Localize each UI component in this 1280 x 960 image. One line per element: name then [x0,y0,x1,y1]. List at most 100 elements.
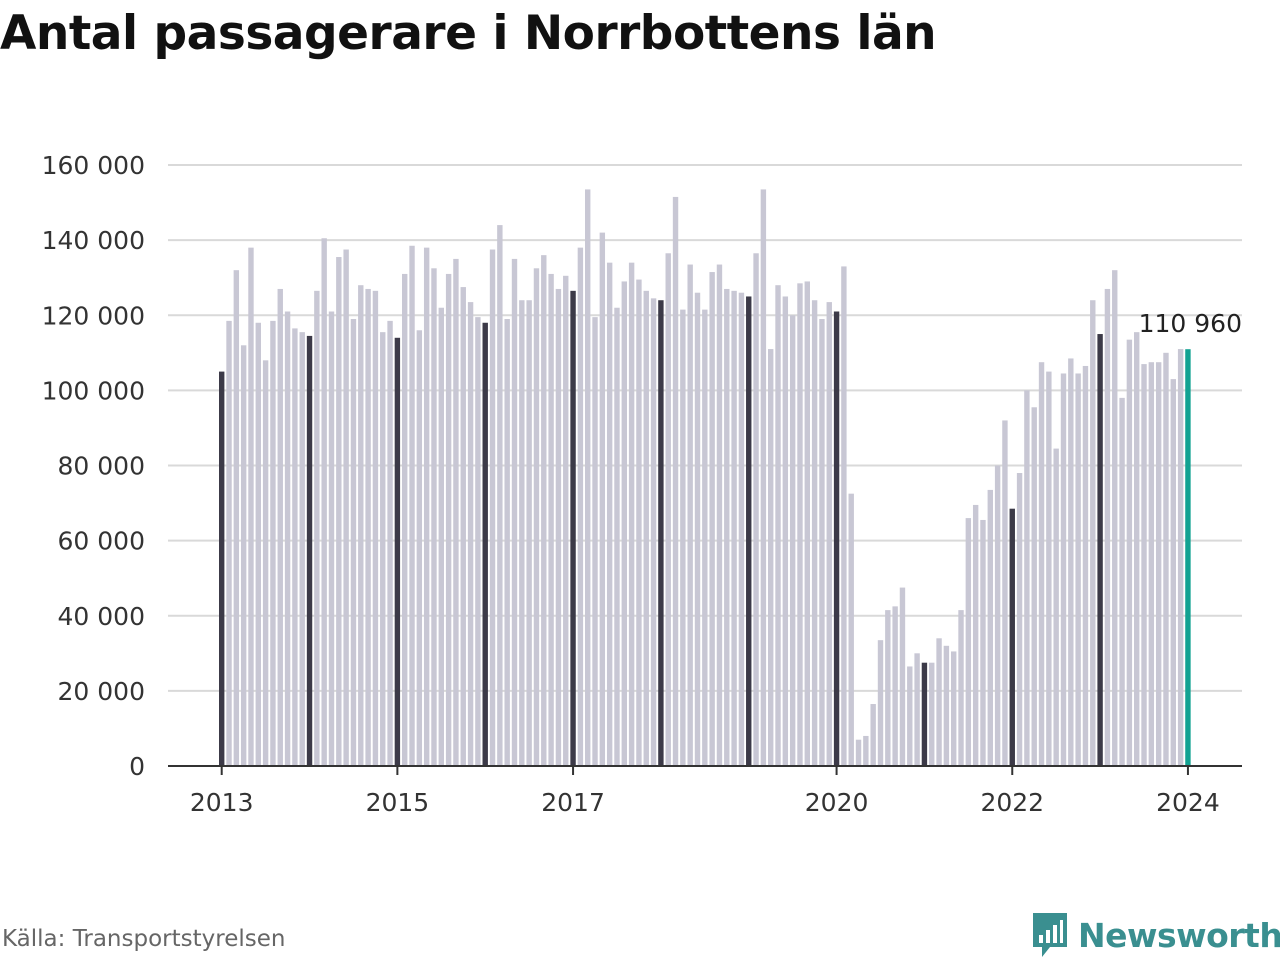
bar [716,264,723,766]
bar [526,300,532,766]
bar [1090,300,1096,766]
bar [614,307,620,766]
bar [914,653,920,766]
bar [402,273,408,766]
bar [482,322,488,766]
bar [270,320,276,766]
source-note: Källa: Transportstyrelsen [2,926,286,952]
bar [336,257,342,766]
bar [497,225,503,767]
bar [1031,407,1037,766]
bar [665,253,671,767]
bar [409,245,415,766]
bar [1177,349,1184,766]
bar [1155,362,1162,766]
x-tick-label: 2024 [1156,788,1220,817]
bar [570,290,576,766]
bar [987,489,993,766]
last-value-label: 110 960 [1139,309,1242,338]
bar [255,322,261,766]
bar [1170,379,1176,766]
bar [753,253,759,767]
bar [826,302,832,766]
bar [694,292,701,766]
bar [804,281,810,766]
bar [702,309,708,766]
bar [1112,270,1118,766]
bar [577,247,584,766]
bar [299,332,305,766]
bar [870,704,876,766]
bar [855,739,862,766]
bar [650,298,657,766]
bar [1148,362,1155,766]
bar [680,309,686,766]
bar [731,290,737,766]
bar [248,247,254,766]
bar [1053,448,1059,766]
bar [489,249,496,766]
bar [314,290,320,766]
bar [658,300,664,766]
bar [768,349,774,766]
bar [321,238,327,766]
bar-chart-logo-icon [1033,913,1067,957]
bar [416,330,423,766]
bar [1097,334,1103,766]
bar [394,337,401,766]
bar [1060,373,1067,766]
y-tick-label: 100 000 [42,376,145,405]
bars [219,189,1191,767]
x-tick-label: 2022 [980,788,1044,817]
bar [775,285,781,766]
bar [219,371,225,766]
bar [621,281,627,766]
bar [848,493,854,766]
bar-chart: 0 20 000 40 000 60 000 80 000 100 000 120 000 1… [42,151,1242,817]
bar [306,335,313,766]
bar [1038,362,1045,766]
annotations: 110 960 [1139,309,1242,338]
bar [885,610,891,766]
y-tick-label: 40 000 [58,602,145,631]
bar [899,587,906,766]
bar [453,258,459,766]
newsworthy-logo[interactable]: Newsworthy [1030,910,1280,960]
bar [994,465,1001,766]
bar [423,247,430,766]
bar [892,606,898,766]
bar [724,288,730,766]
bar [460,287,466,766]
bar [636,279,642,766]
bar [965,518,972,766]
bar [936,638,942,766]
bar [943,645,950,766]
y-tick-label: 60 000 [58,527,145,556]
y-tick-label: 120 000 [42,301,145,330]
bar [284,311,291,766]
bar [921,662,928,766]
bar [643,290,649,766]
brand-name: Newsworthy [1078,915,1280,955]
bar [1024,390,1030,766]
bar [709,272,715,766]
x-tick-label: 2017 [541,788,605,817]
bar [365,288,371,766]
bar [438,307,444,766]
bar [958,610,964,766]
bar [380,332,386,766]
bar [782,296,789,766]
bar [519,300,525,766]
x-tick-label: 2013 [190,788,254,817]
x-tick-label: 2020 [805,788,869,817]
bar [467,302,474,766]
y-tick-label: 160 000 [42,151,145,180]
bar [760,189,767,766]
bar [841,266,847,766]
y-tick-label: 20 000 [58,677,145,706]
bar [972,504,979,766]
bar [563,275,569,766]
bar [877,640,884,766]
bar [277,288,283,766]
bar [1082,365,1089,766]
